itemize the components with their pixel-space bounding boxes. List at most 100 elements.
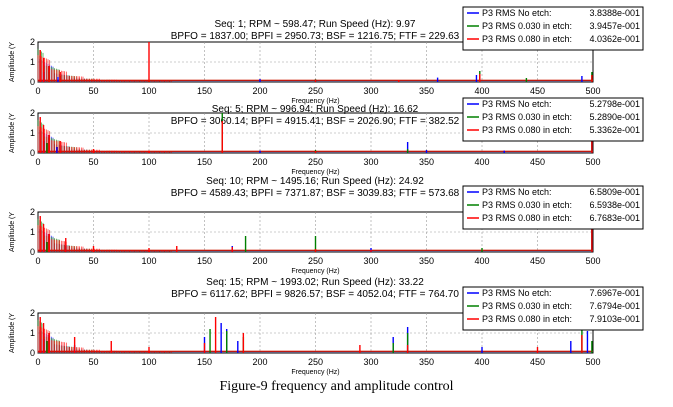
legend-value: 4.0362e-001 <box>589 34 640 44</box>
x-tick-label: 150 <box>197 256 212 266</box>
y-tick-label: 2 <box>30 308 35 318</box>
legend-label: P3 RMS No etch: <box>482 288 552 298</box>
x-tick-label: 500 <box>585 86 600 96</box>
legend-value: 6.5809e-001 <box>589 187 640 197</box>
legend-value: 3.8388e-001 <box>589 8 640 18</box>
y-tick-label: 0 <box>30 247 35 257</box>
legend-label: P3 RMS No etch: <box>482 99 552 109</box>
chart-title: Seq: 10; RPM ~ 1495.16; Run Speed (Hz): … <box>206 176 424 187</box>
legend-value: 6.7683e-001 <box>589 213 640 223</box>
x-tick-label: 350 <box>419 357 434 367</box>
x-tick-label: 450 <box>530 256 545 266</box>
y-tick-label: 0 <box>30 77 35 87</box>
x-tick-label: 300 <box>363 357 378 367</box>
y-axis-label: Amplitude (Y <box>9 212 16 252</box>
chart-panel-2: Seq: 5; RPM ~ 996.94; Run Speed (Hz): 16… <box>9 97 644 176</box>
legend-box <box>462 6 644 51</box>
x-tick-label: 50 <box>88 157 98 167</box>
legend-value: 6.5938e-001 <box>589 200 640 210</box>
y-tick-label: 2 <box>30 108 35 118</box>
chart-title: Seq: 1; RPM ~ 598.47; Run Speed (Hz): 9.… <box>215 19 416 30</box>
legend-value: 7.6967e-001 <box>589 288 640 298</box>
series-noise-3 <box>37 225 172 252</box>
series-noise-3 <box>37 326 172 353</box>
legend-box <box>462 185 644 230</box>
y-axis-label: Amplitude (Y <box>9 113 16 153</box>
x-tick-label: 400 <box>474 157 489 167</box>
x-tick-label: 450 <box>530 157 545 167</box>
x-tick-label: 350 <box>419 157 434 167</box>
y-axis-label: Amplitude (Y <box>9 42 16 82</box>
y-tick-label: 1 <box>30 128 35 138</box>
x-tick-label: 200 <box>252 256 267 266</box>
legend-label: P3 RMS 0.030 in etch: <box>482 112 572 122</box>
legend-box <box>462 97 644 142</box>
x-tick-label: 250 <box>308 86 323 96</box>
legend-value: 7.6794e-001 <box>589 301 640 311</box>
x-tick-label: 350 <box>419 86 434 96</box>
x-tick-label: 450 <box>530 86 545 96</box>
x-tick-label: 500 <box>585 256 600 266</box>
x-tick-label: 0 <box>35 157 40 167</box>
x-tick-label: 0 <box>35 357 40 367</box>
x-tick-label: 200 <box>252 86 267 96</box>
legend-label: P3 RMS 0.080 in etch: <box>482 34 572 44</box>
y-tick-label: 1 <box>30 328 35 338</box>
x-tick-label: 300 <box>363 256 378 266</box>
x-axis-label: Frequency (Hz) <box>291 268 339 275</box>
legend-box <box>462 286 644 331</box>
legend-value: 5.2798e-001 <box>589 99 640 109</box>
x-tick-label: 300 <box>363 86 378 96</box>
x-tick-label: 100 <box>141 86 156 96</box>
x-tick-label: 500 <box>585 357 600 367</box>
x-tick-label: 100 <box>141 157 156 167</box>
series-noise-3 <box>37 126 172 153</box>
y-tick-label: 2 <box>30 207 35 217</box>
y-tick-label: 1 <box>30 57 35 67</box>
x-tick-label: 50 <box>88 256 98 266</box>
x-tick-label: 50 <box>88 86 98 96</box>
legend-value: 7.9103e-001 <box>589 314 640 324</box>
x-axis-label: Frequency (Hz) <box>291 169 339 176</box>
x-tick-label: 100 <box>141 357 156 367</box>
x-tick-label: 50 <box>88 357 98 367</box>
chart-subtitle: BPFO = 1837.00; BPFI = 2950.73; BSF = 12… <box>171 31 460 42</box>
legend: P3 RMS No etch: 6.5809e-001 P3 RMS 0.030 i… <box>462 185 644 230</box>
chart-subtitle: BPFO = 6117.62; BPFI = 9826.57; BSF = 40… <box>171 289 459 300</box>
x-tick-label: 300 <box>363 157 378 167</box>
chart-title: Seq: 5; RPM ~ 996.94; Run Speed (Hz): 16… <box>212 104 419 115</box>
legend-label: P3 RMS 0.030 in etch: <box>482 200 572 210</box>
x-tick-label: 400 <box>474 357 489 367</box>
legend-label: P3 RMS 0.080 in etch: <box>482 125 572 135</box>
y-tick-label: 0 <box>30 148 35 158</box>
legend-value: 5.3362e-001 <box>589 125 640 135</box>
x-tick-label: 200 <box>252 357 267 367</box>
legend: P3 RMS No etch: 5.2798e-001 P3 RMS 0.030 i… <box>462 97 644 142</box>
chart-panel-4: Seq: 15; RPM ~ 1993.02; Run Speed (Hz): … <box>9 277 644 376</box>
x-tick-label: 150 <box>197 86 212 96</box>
x-axis-label: Frequency (Hz) <box>291 98 339 105</box>
chart-subtitle: BPFO = 4589.43; BPFI = 7371.87; BSF = 30… <box>171 188 460 199</box>
x-tick-label: 400 <box>474 256 489 266</box>
x-tick-label: 400 <box>474 86 489 96</box>
legend-label: P3 RMS 0.080 in etch: <box>482 213 572 223</box>
legend-value: 3.9457e-001 <box>589 21 640 31</box>
legend-label: P3 RMS 0.030 in etch: <box>482 301 572 311</box>
y-tick-label: 0 <box>30 348 35 358</box>
legend-label: P3 RMS No etch: <box>482 187 552 197</box>
legend: P3 RMS No etch: 7.6967e-001 P3 RMS 0.030 i… <box>462 286 644 331</box>
chart-title: Seq: 15; RPM ~ 1993.02; Run Speed (Hz): … <box>206 277 424 288</box>
x-tick-label: 150 <box>197 157 212 167</box>
x-tick-label: 100 <box>141 256 156 266</box>
x-tick-label: 250 <box>308 157 323 167</box>
legend-label: P3 RMS 0.080 in etch: <box>482 314 572 324</box>
x-tick-label: 0 <box>35 256 40 266</box>
x-tick-label: 450 <box>530 357 545 367</box>
legend: P3 RMS No etch: 3.8388e-001 P3 RMS 0.030 i… <box>462 6 644 51</box>
y-tick-label: 1 <box>30 227 35 237</box>
x-tick-label: 250 <box>308 256 323 266</box>
x-tick-label: 200 <box>252 157 267 167</box>
x-tick-label: 150 <box>197 357 212 367</box>
y-tick-label: 2 <box>30 37 35 47</box>
